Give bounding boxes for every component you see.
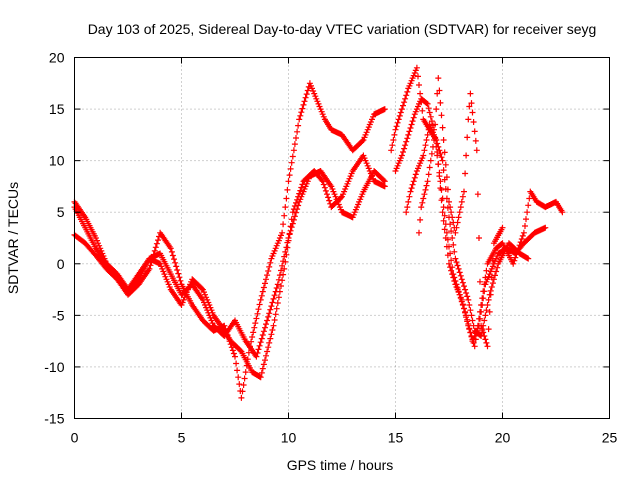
y-tick-label: 10 [49, 153, 65, 169]
y-tick-label: 0 [57, 256, 65, 272]
series-track-7 [416, 75, 506, 350]
y-tick-label: 15 [49, 101, 65, 117]
axis-ticks: 0 5 10 15 20 25 -15 -10 -5 0 5 10 15 20 [44, 50, 617, 446]
y-tick-label: -5 [52, 307, 65, 323]
y-tick-label: 5 [57, 204, 65, 220]
series-track-6 [403, 121, 532, 339]
x-tick-label: 10 [281, 430, 297, 446]
x-axis-label: GPS time / hours [287, 457, 394, 473]
x-tick-label: 0 [71, 430, 79, 446]
y-tick-label: 20 [49, 50, 65, 66]
x-tick-label: 20 [495, 430, 511, 446]
x-tick-label: 15 [388, 430, 404, 446]
x-tick-label: 25 [602, 430, 618, 446]
data-point-markers [403, 121, 532, 339]
y-tick-label: -15 [44, 411, 64, 427]
plot-frame [74, 57, 610, 419]
y-tick-label: -10 [44, 359, 64, 375]
data-point-markers [416, 75, 506, 350]
chart-title: Day 103 of 2025, Sidereal Day-to-day VTE… [88, 21, 597, 37]
y-axis-label: SDTVAR / TECUs [5, 182, 21, 294]
x-tick-label: 5 [178, 430, 186, 446]
